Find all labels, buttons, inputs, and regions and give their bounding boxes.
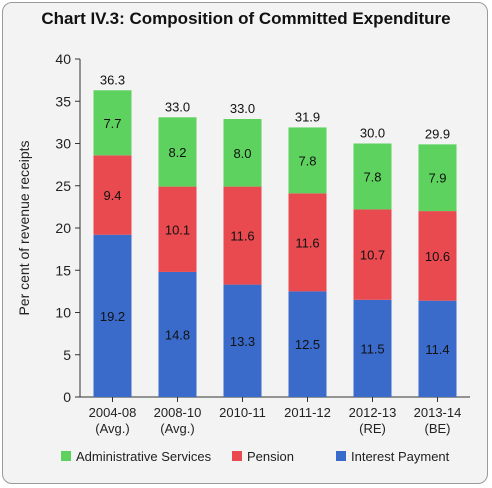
- legend-swatch: [232, 451, 242, 461]
- data-label: 11.5: [360, 341, 384, 356]
- x-tick-label: (Avg.): [160, 421, 194, 436]
- bar-segment: [93, 90, 132, 156]
- data-label: 11.4: [425, 342, 449, 357]
- total-label: 33.0: [230, 101, 255, 116]
- bar-segment: [418, 211, 457, 301]
- data-label: 10.1: [165, 222, 190, 237]
- data-label: 12.5: [295, 337, 320, 352]
- data-label: 8.0: [233, 146, 251, 161]
- y-axis-label: Per cent of revenue receipts: [16, 140, 32, 315]
- bar-segment: [158, 186, 197, 272]
- data-label: 19.2: [100, 309, 125, 324]
- total-label: 30.0: [360, 126, 385, 141]
- data-label: 9.4: [103, 188, 121, 203]
- y-tick-label: 0: [63, 389, 71, 405]
- data-label: 13.3: [230, 334, 255, 349]
- y-tick-label: 30: [55, 136, 71, 152]
- y-tick-label: 20: [55, 220, 71, 236]
- y-tick-label: 5: [63, 347, 71, 363]
- bar-segment: [158, 117, 197, 187]
- x-tick-label: (Avg.): [95, 421, 129, 436]
- data-label: 7.9: [428, 171, 446, 186]
- data-label: 7.8: [298, 153, 316, 168]
- bar-segment: [353, 209, 392, 300]
- x-tick-label: 2011-12: [284, 405, 331, 420]
- bar-segment: [223, 186, 262, 285]
- x-tick-label: 2012-13: [349, 405, 397, 420]
- bar-segment: [158, 271, 197, 397]
- x-tick-label: 2010-11: [219, 405, 266, 420]
- data-label: 10.7: [360, 248, 385, 263]
- y-tick-label: 40: [55, 51, 71, 67]
- legend-label: Pension: [247, 449, 294, 464]
- data-label: 10.6: [425, 249, 450, 264]
- bar-segment: [353, 143, 392, 210]
- legend-swatch: [61, 451, 71, 461]
- legend-label: Interest Payment: [351, 449, 450, 464]
- bar-segment: [418, 144, 457, 212]
- bar-segment: [353, 299, 392, 397]
- x-tick-label: (BE): [425, 421, 451, 436]
- x-tick-label: 2004-08: [89, 405, 137, 420]
- y-tick-label: 25: [55, 178, 71, 194]
- chart-title: Chart IV.3: Composition of Committed Exp…: [41, 9, 451, 28]
- legend-swatch: [336, 451, 346, 461]
- total-label: 36.3: [100, 72, 125, 87]
- total-label: 29.9: [425, 126, 450, 141]
- data-label: 11.6: [230, 229, 254, 244]
- bar-segment: [223, 118, 262, 187]
- bar-segment: [288, 291, 327, 397]
- y-tick-label: 15: [55, 262, 71, 278]
- y-tick-label: 35: [55, 93, 71, 109]
- data-label: 14.8: [165, 327, 190, 342]
- bar-segment: [288, 193, 327, 292]
- data-label: 8.2: [168, 145, 186, 160]
- data-label: 7.8: [363, 169, 381, 184]
- x-tick-label: (RE): [359, 421, 386, 436]
- x-tick-label: 2013-14: [414, 405, 462, 420]
- bar-segment: [223, 284, 262, 397]
- total-label: 31.9: [295, 109, 320, 124]
- data-label: 7.7: [103, 116, 121, 131]
- bar-segment: [93, 155, 132, 235]
- data-label: 11.6: [295, 235, 319, 250]
- y-tick-label: 10: [55, 305, 71, 321]
- legend-label: Administrative Services: [76, 449, 212, 464]
- bar-segment: [93, 234, 132, 397]
- x-tick-label: 2008-10: [154, 405, 202, 420]
- bar-segment: [288, 127, 327, 194]
- bar-segment: [418, 300, 457, 397]
- total-label: 33.0: [165, 99, 190, 114]
